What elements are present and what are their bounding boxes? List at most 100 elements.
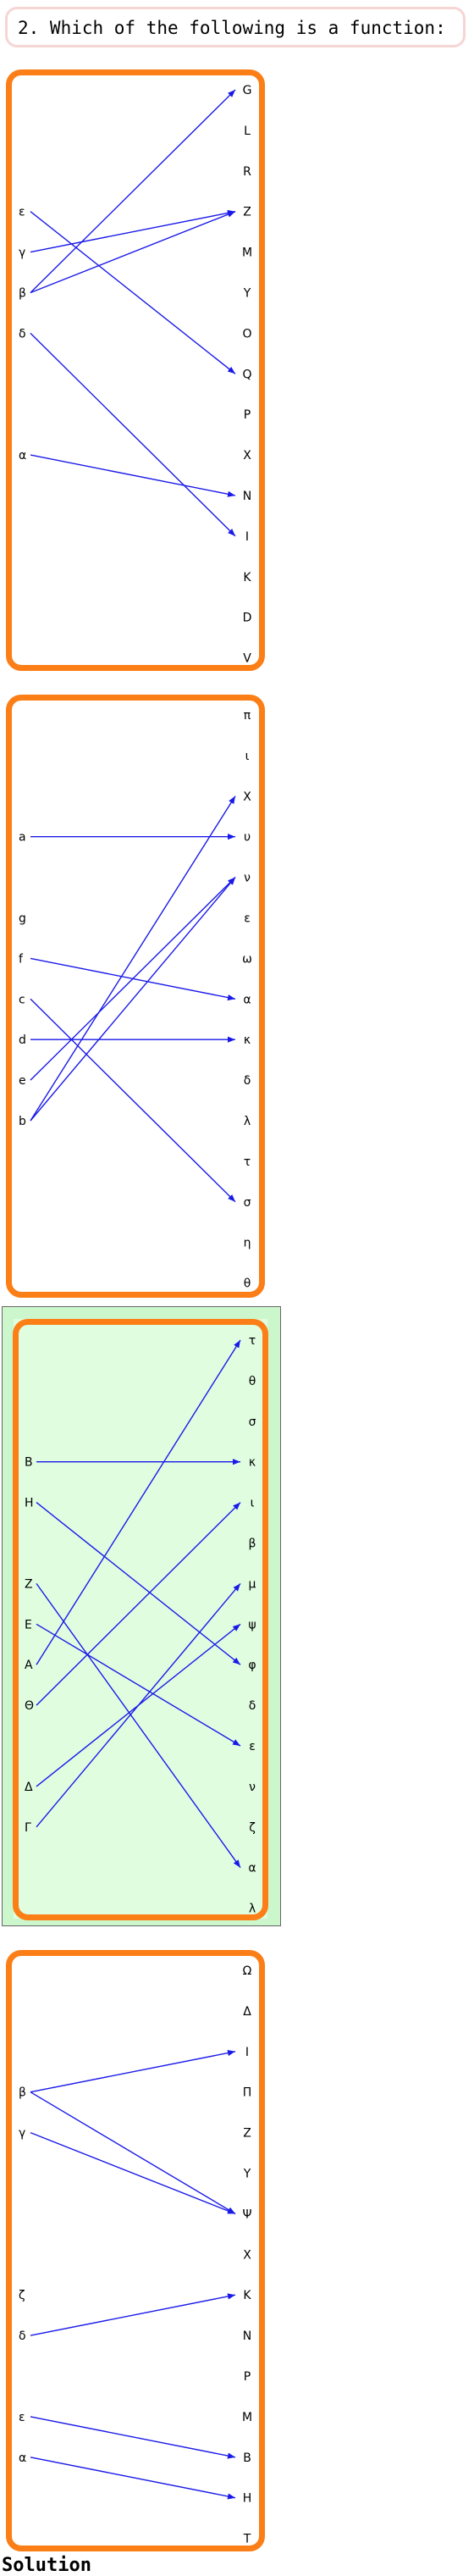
panel-1-codomain-label: P [244, 408, 251, 422]
panel-4-domain-label: ζ [19, 2289, 25, 2302]
panel-1-codomain-label: K [243, 571, 251, 584]
panel-2-codomain-label: η [244, 1237, 251, 1250]
panel-3-codomain-label: ι [251, 1497, 255, 1510]
panel-2-codomain-label: π [244, 709, 251, 723]
panel-1-domain-label: δ [19, 327, 26, 341]
panel-4-mapping-arrow [30, 2131, 236, 2215]
panel-1-domain-label: γ [19, 247, 25, 260]
panel-1-codomain-label: I [245, 530, 249, 544]
panel-4-domain-label: ε [19, 2411, 25, 2424]
panel-2-codomain-label: υ [244, 831, 251, 845]
panel-1-codomain-label: L [244, 125, 251, 138]
panel-1-codomain-label: D [243, 612, 252, 625]
panel-1-codomain-label: R [243, 165, 251, 179]
correct-answer-inner-highlight [14, 1319, 267, 1919]
panel-2-mapping-arrow [30, 998, 236, 1203]
panel-1-codomain-label: M [242, 247, 252, 260]
panel-3-domain-label: E [25, 1618, 32, 1631]
panel-4-codomain-label: Δ [243, 2005, 251, 2019]
panel-2-codomain-label: κ [244, 1033, 251, 1047]
panel-3-domain-label: B [25, 1456, 33, 1470]
panel-3-codomain-label: δ [249, 1699, 256, 1713]
panel-4-codomain-label: T [243, 2533, 251, 2546]
panel-1-mapping-arrow [30, 332, 236, 537]
panel-1-domain-label: α [19, 449, 26, 463]
panel-4-codomain-label: M [242, 2411, 252, 2424]
panel-2-codomain-label: ι [245, 750, 250, 763]
panel-4-mapping-arrow [30, 2050, 236, 2093]
panel-4-codomain-label: B [243, 2451, 251, 2465]
panel-3-mapping-arrow [36, 1502, 241, 1665]
panel-2-mapping-arrow [30, 795, 236, 1122]
panel-2-codomain-label: λ [244, 1115, 251, 1128]
panel-2-domain-label: e [19, 1074, 26, 1088]
panel-4-domain-label: α [19, 2451, 26, 2465]
panel-4-codomain-label: I [245, 2046, 249, 2059]
panel-4-codomain-label: H [243, 2492, 252, 2506]
panel-4-mapping-arrow [30, 2416, 236, 2459]
panel-1-codomain-label: O [242, 327, 251, 341]
solution-heading: Solution [2, 2555, 91, 2576]
panel-2-codomain-label: τ [244, 1155, 251, 1169]
panel-3-codomain-label: σ [249, 1415, 256, 1429]
panel-2-domain-label: g [19, 912, 26, 926]
panel-2-domain-label: a [19, 831, 26, 845]
panel-3-domain-label: H [25, 1497, 34, 1510]
panel-1-codomain-label: Z [243, 206, 251, 219]
panel-4-codomain-label: K [243, 2289, 251, 2302]
panel-1-codomain-label: G [243, 84, 252, 97]
panel-3-mapping-arrow [36, 1502, 241, 1706]
panel-1-mapping-arrow [30, 211, 236, 374]
panel-1-domain-label: β [19, 287, 26, 301]
panel-4-codomain-label: Ψ [242, 2208, 251, 2221]
panel-2-codomain-label: δ [244, 1074, 251, 1088]
panel-4-codomain-label: N [243, 2329, 251, 2343]
panel-1-codomain-label: Q [242, 368, 251, 381]
panel-2-codomain-label: ω [242, 952, 252, 966]
panel-4-codomain-label: Y [243, 2168, 251, 2181]
option-panel-4[interactable] [6, 1950, 265, 2551]
panel-4-codomain-label: Z [243, 2127, 251, 2141]
panel-4-codomain-label: Ω [243, 1964, 252, 1978]
panel-2-domain-label: f [19, 952, 24, 966]
panel-1-mapping-arrow [30, 209, 236, 253]
panel-3-codomain-label: κ [249, 1456, 256, 1470]
panel-3-domain-label: Θ [25, 1699, 34, 1713]
panel-3-mapping-arrow [36, 1623, 241, 1747]
panel-1-codomain-label: V [243, 652, 251, 666]
option-panel-3[interactable] [13, 1319, 268, 1920]
panel-4-mapping-arrow [30, 2457, 236, 2500]
panel-4-mapping-arrow [30, 2091, 236, 2215]
panel-3-domain-label: Γ [25, 1821, 31, 1835]
panel-2-domain-label: c [19, 993, 25, 1006]
panel-3-codomain-label: β [249, 1537, 256, 1551]
panel-3-codomain-label: ε [249, 1740, 256, 1753]
panel-3-codomain-label: α [248, 1862, 256, 1875]
panel-3-codomain-label: ζ [249, 1821, 256, 1835]
panel-3-mapping-arrow [36, 1582, 241, 1828]
question-text: 2. Which of the following is a function: [18, 18, 446, 38]
panel-2-codomain-label: θ [244, 1277, 251, 1291]
panel-1-mapping-arrow [30, 454, 236, 497]
panel-3-codomain-label: λ [249, 1903, 256, 1916]
panel-1-domain-label: ε [19, 206, 25, 219]
panel-2-domain-label: b [19, 1115, 26, 1128]
panel-2-codomain-label: σ [244, 1196, 251, 1210]
panel-2-mapping-arrow [30, 877, 236, 1081]
panel-3-codomain-label: ν [249, 1781, 256, 1794]
panel-1-codomain-label: X [243, 449, 251, 463]
panel-3-domain-label: Z [25, 1577, 33, 1591]
panel-2-domain-label: d [19, 1033, 26, 1047]
panel-2-codomain-label: X [243, 790, 251, 804]
panel-1-mapping-arrow [30, 211, 236, 294]
option-panel-2[interactable] [6, 695, 265, 1298]
panel-2-codomain-label: ν [244, 872, 251, 885]
panel-1-codomain-label: Y [243, 287, 251, 301]
panel-4-domain-label: δ [19, 2329, 26, 2343]
panel-3-domain-label: A [25, 1659, 33, 1672]
panel-3-codomain-label: μ [249, 1577, 256, 1591]
panel-4-codomain-label: P [244, 2370, 251, 2384]
option-panel-1[interactable] [6, 69, 265, 671]
panel-3-mapping-arrow [36, 1339, 241, 1665]
panel-2-mapping-arrow [30, 877, 236, 1122]
